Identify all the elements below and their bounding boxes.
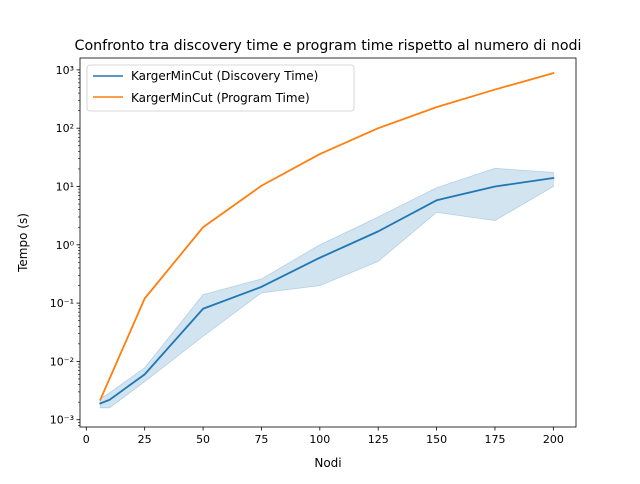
x-tick-label: 200: [543, 433, 564, 446]
legend-label-discovery-time: KargerMinCut (Discovery Time): [131, 69, 318, 83]
chart-title: Confronto tra discovery time e program t…: [75, 38, 582, 54]
y-tick-label: 10⁻²: [50, 355, 74, 368]
x-axis-ticks: 0 25 50 75 100 125 150 175 200: [83, 427, 564, 446]
x-tick-label: 100: [309, 433, 330, 446]
y-axis-label: Tempo (s): [16, 213, 30, 273]
confidence-band-layer: [99, 167, 554, 409]
y-tick-label: 10⁻¹: [50, 297, 74, 310]
x-tick-label: 150: [426, 433, 447, 446]
x-tick-label: 75: [254, 433, 268, 446]
x-axis-label: Nodi: [314, 456, 341, 470]
series-line-layer: [99, 72, 555, 405]
y-tick-label: 10⁻³: [50, 414, 74, 427]
x-tick-label: 0: [83, 433, 90, 446]
plot-area-frame: [79, 57, 577, 428]
legend-label-program-time: KargerMinCut (Program Time): [131, 91, 310, 105]
confidence-band-series-0: [99, 167, 554, 409]
x-tick-label: 25: [138, 433, 152, 446]
y-tick-label: 10⁰: [56, 239, 75, 252]
y-tick-label: 10¹: [56, 181, 74, 194]
x-tick-label: 50: [196, 433, 210, 446]
series-line-0: [99, 176, 555, 405]
x-tick-label: 175: [484, 433, 505, 446]
series-line-1: [99, 72, 555, 401]
legend: KargerMinCut (Discovery Time) KargerMinC…: [86, 64, 355, 112]
legend-box: [86, 64, 355, 112]
x-tick-label: 125: [368, 433, 389, 446]
y-tick-label: 10²: [56, 122, 74, 135]
y-axis-ticks: 10⁻³ 10⁻² 10⁻¹ 10⁰ 10¹ 10² 10³: [50, 64, 80, 427]
y-tick-label: 10³: [56, 64, 74, 77]
